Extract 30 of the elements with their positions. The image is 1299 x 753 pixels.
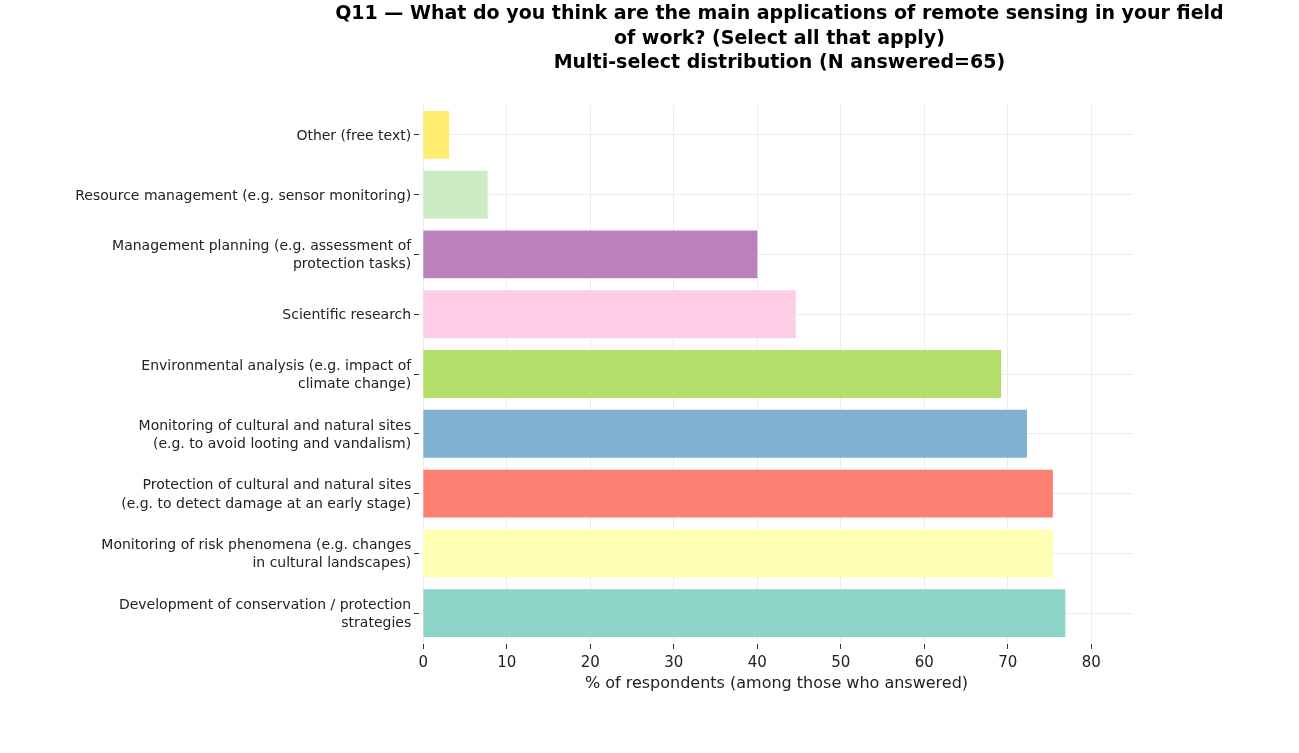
bar: [423, 589, 1066, 638]
chart-subtitle: Multi-select distribution (N answered=65): [553, 50, 1006, 73]
chart-title: Q11 — What do you think are the main applications of remote sensing in your field of work? (Select all that apply): [335, 0, 1224, 48]
y-tick-label: Scientific research: [282, 306, 412, 323]
x-tick-label: 70: [998, 653, 1018, 671]
x-tick-label: 60: [914, 653, 934, 671]
x-axis-title: % of respondents (among those who answered): [584, 672, 969, 692]
bar: [423, 409, 1027, 458]
bar: [423, 350, 1002, 398]
y-tick-label: Environmental analysis (e.g. impact of climate change): [141, 356, 413, 391]
x-tick-label: 10: [497, 653, 517, 671]
x-tick-label: 20: [580, 653, 600, 671]
bar: [423, 110, 450, 159]
y-tick-label: Development of conservation / protection strategies: [118, 595, 412, 631]
y-tick-label: Management planning (e.g. assessment of protection tasks): [112, 237, 413, 272]
x-tick-label: 0: [418, 653, 429, 671]
x-tick-label: 30: [664, 653, 684, 671]
bar: [423, 529, 1053, 578]
bar: [423, 230, 758, 279]
y-tick-label: Other (free text): [296, 126, 412, 143]
bar: [423, 290, 796, 339]
y-tick-label: Monitoring of cultural and natural sites (e.g. to avoid looting and vandalism): [138, 416, 412, 451]
y-tick-label: Protection of cultural and natural sites (e.g. to detect damage at an early stage): [121, 476, 412, 511]
y-tick-label: Resource management (e.g. sensor monitoring): [75, 186, 412, 203]
x-tick-label: 40: [747, 653, 767, 671]
x-tick-label: 80: [1081, 653, 1101, 671]
y-tick-label: Monitoring of risk phenomena (e.g. changes in cultural landscapes): [101, 536, 412, 571]
bar: [423, 170, 488, 219]
x-tick-label: 50: [831, 653, 851, 671]
bar: [423, 469, 1053, 518]
